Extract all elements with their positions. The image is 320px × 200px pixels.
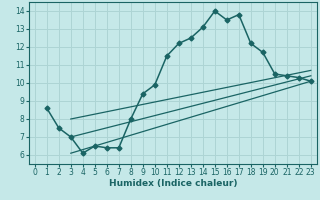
X-axis label: Humidex (Indice chaleur): Humidex (Indice chaleur) <box>108 179 237 188</box>
